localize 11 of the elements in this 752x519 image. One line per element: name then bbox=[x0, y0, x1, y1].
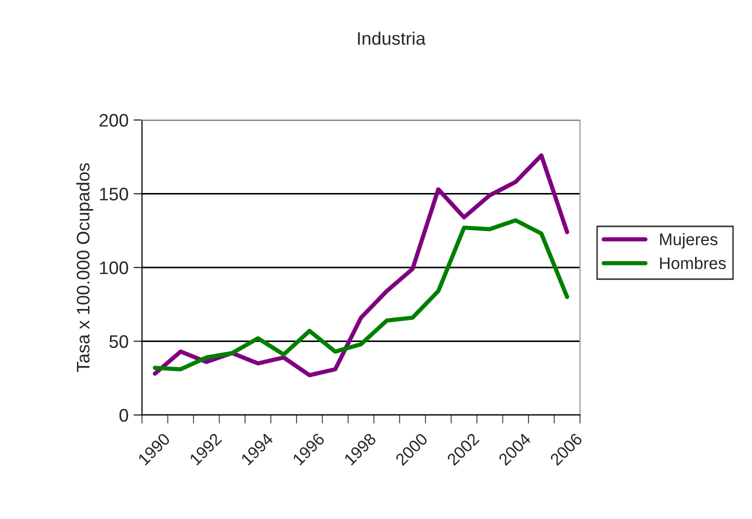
legend-label: Hombres bbox=[660, 256, 726, 270]
y-tick-label: 200 bbox=[100, 114, 128, 127]
y-tick-label: 50 bbox=[109, 335, 128, 348]
chart-title: Industria bbox=[358, 32, 426, 45]
y-tick-label: 100 bbox=[100, 261, 128, 274]
legend-label: Mujeres bbox=[660, 233, 718, 249]
y-tick-label: 0 bbox=[119, 408, 128, 422]
y-axis-title: Tasa x 100.000 Ocupados bbox=[76, 163, 94, 372]
line-series bbox=[152, 218, 570, 372]
y-tick-label: 150 bbox=[100, 188, 128, 200]
line-series bbox=[152, 153, 570, 378]
